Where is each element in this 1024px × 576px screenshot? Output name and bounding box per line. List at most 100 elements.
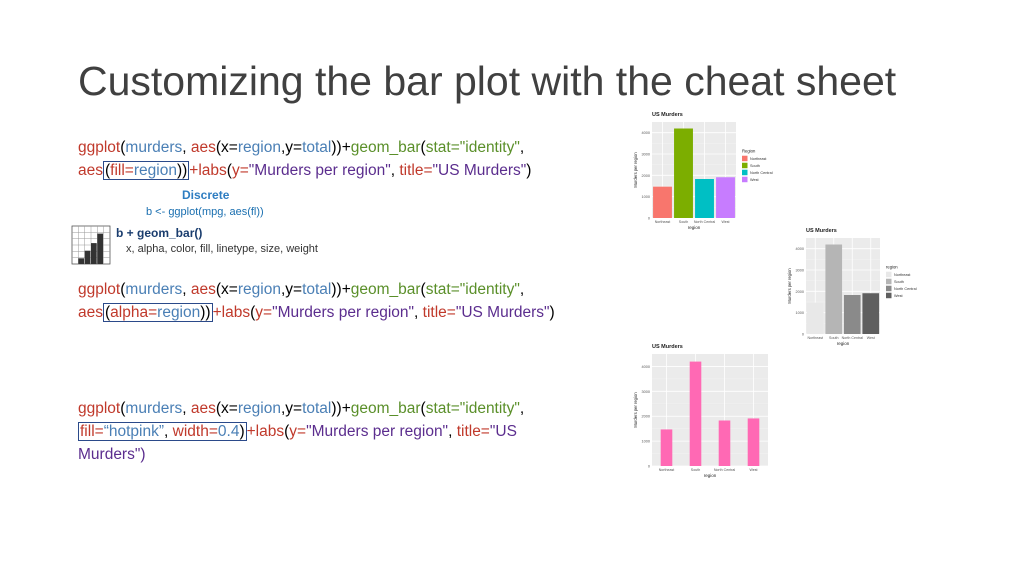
legend-swatch bbox=[886, 292, 892, 299]
code-token: aes bbox=[190, 400, 216, 417]
code-token: aes bbox=[190, 139, 216, 156]
legend-label: South bbox=[750, 164, 760, 168]
x-tick-label: North Central bbox=[842, 336, 864, 340]
code-token: , bbox=[414, 304, 423, 321]
bar-west bbox=[862, 293, 880, 334]
code-token: title= bbox=[422, 304, 456, 321]
x-tick-label: Northeast bbox=[807, 336, 823, 340]
y-tick-label: 4000 bbox=[642, 365, 650, 369]
code-token: total bbox=[302, 400, 332, 417]
y-tick-label: 2000 bbox=[796, 290, 804, 294]
x-tick-label: West bbox=[749, 468, 757, 472]
slide-title: Customizing the bar plot with the cheat … bbox=[78, 58, 897, 104]
bar-northeast bbox=[806, 302, 824, 334]
code-token: )) bbox=[200, 304, 211, 321]
code-token: ) bbox=[239, 423, 245, 440]
legend-swatch bbox=[886, 285, 892, 292]
code-block-alpha: ggplot(murders, aes(x=region,y=total))+g… bbox=[78, 278, 555, 324]
chart-hotpink: US Murders 0 1000 2000 3000 4000 Northeast Sout… bbox=[630, 338, 772, 484]
y-tick-label: 0 bbox=[648, 465, 650, 469]
legend-swatch bbox=[742, 176, 748, 183]
code-token: , bbox=[182, 281, 191, 298]
cheatsheet-heading: Discrete bbox=[182, 188, 230, 202]
code-token: +labs bbox=[246, 423, 285, 440]
code-token: title= bbox=[456, 423, 490, 440]
code-token: geom_bar bbox=[350, 139, 421, 156]
code-token: ))+ bbox=[331, 139, 351, 156]
cheatsheet-graphic: Discrete b <- ggplot(mpg, aes(fl)) b + g… bbox=[71, 188, 318, 265]
chart-title: US Murders bbox=[652, 112, 683, 118]
code-token: region bbox=[237, 281, 281, 298]
code-line-2: fill=“hotpink”, width=0.4) +labs(y="Murde… bbox=[78, 420, 524, 443]
bar-northeast bbox=[660, 429, 673, 466]
code-token: total bbox=[302, 281, 332, 298]
code-token: ( bbox=[284, 423, 290, 440]
legend-title: region bbox=[886, 265, 898, 270]
code-token: Murders") bbox=[78, 446, 146, 463]
code-token: , bbox=[519, 139, 525, 156]
code-token: ( bbox=[105, 162, 111, 179]
code-token: title= bbox=[399, 162, 433, 179]
code-token: ))+ bbox=[331, 281, 351, 298]
bar-west bbox=[716, 177, 735, 218]
bar-north-central bbox=[718, 420, 731, 466]
highlight-box: fill=“hotpink”, width=0.4) bbox=[78, 422, 247, 441]
x-tick-label: South bbox=[691, 468, 700, 472]
legend-label: Northeast bbox=[750, 157, 767, 161]
code-token: aes bbox=[78, 304, 103, 321]
x-tick-label: North Central bbox=[694, 220, 716, 224]
y-tick-label: 4000 bbox=[796, 247, 804, 251]
code-token: ( bbox=[420, 281, 426, 298]
code-token: +labs bbox=[212, 304, 251, 321]
legend-label: Northeast bbox=[894, 273, 911, 277]
y-tick-label: 1000 bbox=[796, 311, 804, 315]
code-line-1: ggplot(murders, aes(x=region,y=total))+g… bbox=[78, 278, 555, 301]
bar-chart-hotpink: US Murders 0 1000 2000 3000 4000 Northeast Sout… bbox=[633, 344, 768, 478]
code-token: geom_bar bbox=[350, 281, 421, 298]
code-token: , bbox=[519, 400, 525, 417]
code-token: , bbox=[164, 423, 173, 440]
cheatsheet-code: b <- ggplot(mpg, aes(fl)) bbox=[146, 206, 264, 218]
y-axis-label: Murders per region bbox=[633, 152, 638, 188]
code-line-1: ggplot(murders, aes(x=region,y=total))+g… bbox=[78, 136, 531, 159]
code-token: ggplot bbox=[78, 139, 121, 156]
x-tick-label: South bbox=[829, 336, 838, 340]
code-token: (x= bbox=[215, 281, 238, 298]
x-tick-label: Northeast bbox=[659, 468, 675, 472]
code-token: ,y= bbox=[280, 400, 303, 417]
x-axis-label: region bbox=[704, 473, 717, 478]
code-token: ,y= bbox=[280, 139, 303, 156]
code-token: ( bbox=[420, 400, 426, 417]
legend-swatch bbox=[886, 278, 892, 285]
y-tick-label: 2000 bbox=[642, 415, 650, 419]
code-token: ( bbox=[105, 304, 111, 321]
code-token: , bbox=[390, 162, 400, 179]
code-token: stat="identity" bbox=[425, 139, 520, 156]
cheatsheet-snippet: Discrete b <- ggplot(mpg, aes(fl)) b + g… bbox=[70, 186, 340, 266]
y-tick-label: 1000 bbox=[642, 440, 650, 444]
mini-bar bbox=[91, 243, 97, 264]
code-token: ( bbox=[250, 304, 256, 321]
code-token: 0.4 bbox=[217, 423, 240, 440]
bar-south bbox=[825, 244, 843, 334]
legend-label: West bbox=[750, 178, 760, 182]
legend-label: North Central bbox=[894, 287, 917, 291]
code-token: aes bbox=[78, 162, 103, 179]
code-block-hotpink: ggplot(murders, aes(x=region,y=total))+g… bbox=[78, 397, 524, 466]
code-token: y= bbox=[255, 304, 273, 321]
bar-north-central bbox=[695, 179, 714, 218]
y-tick-label: 0 bbox=[648, 217, 650, 221]
legend-swatch bbox=[742, 162, 748, 169]
bar-chart-alpha: US Murders 0 1000 2000 3000 4000 Northeast Sout… bbox=[787, 228, 917, 346]
code-token: ) bbox=[526, 162, 532, 179]
bar-south bbox=[674, 128, 693, 218]
code-token: ))+ bbox=[331, 400, 351, 417]
legend-label: North Central bbox=[750, 171, 773, 175]
code-token: region bbox=[157, 304, 201, 321]
y-tick-label: 0 bbox=[802, 333, 804, 337]
y-tick-label: 3000 bbox=[642, 153, 650, 157]
code-token: fill= bbox=[80, 423, 104, 440]
code-token: y= bbox=[289, 423, 307, 440]
code-token: (x= bbox=[215, 139, 238, 156]
code-token: "Murders per region" bbox=[306, 423, 449, 440]
